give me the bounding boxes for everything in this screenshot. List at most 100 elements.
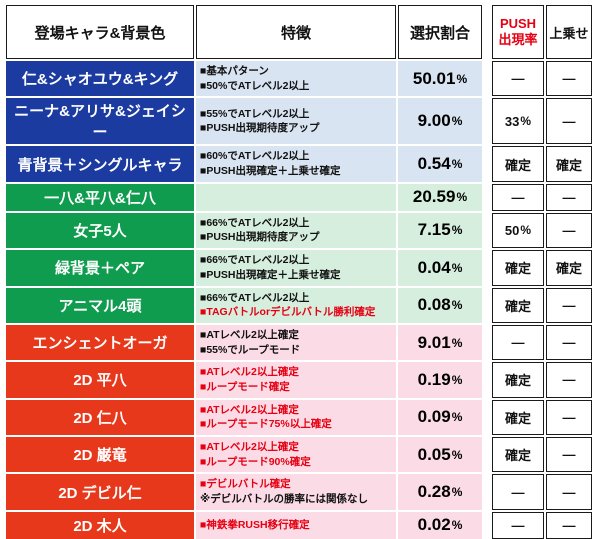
percent-sign: % <box>451 410 463 425</box>
table-row: 一八&平八&仁八 20.59% — — <box>6 183 592 211</box>
percent-sign: % <box>451 518 463 533</box>
feature-line: ■ループモード確定 <box>200 380 290 393</box>
character-name-cell: ニーナ&アリサ&ジェイシー <box>6 98 194 145</box>
character-name-cell: 2D デビル仁 <box>6 474 194 510</box>
character-name-cell: 仁&シャオユウ&キング <box>6 61 194 97</box>
features-cell: ■ATレベル2以上確定 ■55%でループモード <box>196 324 396 361</box>
feature-line: ■55%でループモード <box>200 343 301 356</box>
feature-line: ■PUSH出現確定＋上乗せ確定 <box>200 268 341 281</box>
header-features-column: 特徴 <box>196 5 396 59</box>
selection-ratio-cell: 9.01% <box>398 324 482 361</box>
column-spacer <box>484 474 490 509</box>
table-row: 2D デビル仁 ■デビルバトル確定 ※デビルバトルの勝率には関係なし 0.28% — — <box>6 474 592 510</box>
bonus-cell: — <box>546 474 592 510</box>
feature-line: ■66%でATレベル2以上 <box>200 254 310 267</box>
feature-line: ■ATレベル2以上確定 <box>200 441 299 453</box>
feature-line: ■66%でATレベル2以上 <box>200 216 310 229</box>
character-name-cell: 青背景＋シングルキャラ <box>6 146 194 182</box>
column-spacer <box>484 362 490 397</box>
selection-ratio-cell: 7.15% <box>398 212 482 249</box>
header-bonus-column: 上乗せ <box>546 5 592 59</box>
selection-ratio-cell: 9.00% <box>398 98 482 145</box>
features-cell: ■ATレベル2以上確定 ■ループモード75%以上確定 <box>196 399 396 435</box>
push-rate-cell: 33% <box>492 98 544 145</box>
push-rate-cell: — <box>492 61 544 97</box>
character-name-cell: 女子5人 <box>6 212 194 249</box>
feature-line: ■TAGバトルorデビルバトル勝利確定 <box>200 306 376 319</box>
push-rate-cell: 50% <box>492 212 544 249</box>
features-cell: ■60%でATレベル2以上 ■PUSH出現確定＋上乗せ確定 <box>196 146 396 182</box>
table-row: 2D 平八 ■ATレベル2以上確定 ■ループモード確定 0.19% 確定 — <box>6 362 592 398</box>
table-row: 青背景＋シングルキャラ ■60%でATレベル2以上 ■PUSH出現確定＋上乗せ確定 0… <box>6 146 592 182</box>
character-name-cell: 2D 巌竜 <box>6 437 194 473</box>
column-spacer <box>484 250 490 285</box>
bonus-cell: 確定 <box>546 250 592 286</box>
percent-sign: % <box>451 223 463 238</box>
selection-ratio-cell: 0.28% <box>398 474 482 510</box>
push-rate-cell: — <box>492 183 544 211</box>
column-spacer <box>484 288 490 323</box>
features-cell: ■66%でATレベル2以上 ■TAGバトルorデビルバトル勝利確定 <box>196 287 396 323</box>
features-cell: ■ATレベル2以上確定 ■ループモード90%確定 <box>196 437 396 473</box>
bonus-cell: — <box>546 437 592 473</box>
feature-line: ■55%でATレベル2以上 <box>200 107 310 120</box>
header-push-rate-column: PUSH 出現率 <box>492 5 544 59</box>
push-rate-cell: 確定 <box>492 287 544 323</box>
feature-line: ■基本パターン <box>200 65 269 77</box>
feature-line: ■ループモード90%確定 <box>200 455 311 468</box>
feature-line: ■ループモード75%以上確定 <box>200 418 332 431</box>
features-cell: ■デビルバトル確定 ※デビルバトルの勝率には関係なし <box>196 474 396 510</box>
column-spacer <box>484 5 490 59</box>
table-row: 女子5人 ■66%でATレベル2以上 ■PUSH出現期待度アップ 7.15% 50% — <box>6 212 592 249</box>
selection-ratio-cell: 0.19% <box>398 362 482 398</box>
bonus-cell: — <box>546 61 592 97</box>
table-row: 仁&シャオユウ&キング ■基本パターン ■50%でATレベル2以上 50.01% — — <box>6 61 592 97</box>
features-cell: ■66%でATレベル2以上 ■PUSH出現確定＋上乗せ確定 <box>196 250 396 286</box>
features-cell <box>196 183 396 211</box>
column-spacer <box>484 437 490 472</box>
feature-line: ■66%でATレベル2以上 <box>200 291 310 304</box>
features-cell: ■66%でATレベル2以上 ■PUSH出現期待度アップ <box>196 212 396 249</box>
push-rate-cell: 確定 <box>492 437 544 473</box>
percent-sign: % <box>451 485 463 500</box>
feature-line: ■ATレベル2以上確定 <box>200 366 299 379</box>
table-row: アニマル4頭 ■66%でATレベル2以上 ■TAGバトルorデビルバトル勝利確定 0.… <box>6 287 592 323</box>
header-push-line2: 出現率 <box>498 32 538 47</box>
bonus-cell: — <box>546 212 592 249</box>
header-push-line1: PUSH <box>499 16 537 32</box>
character-name-cell: 2D 平八 <box>6 362 194 398</box>
table-row: 緑背景＋ペア ■66%でATレベル2以上 ■PUSH出現確定＋上乗せ確定 0.04% 確… <box>6 250 592 286</box>
selection-ratio-cell: 50.01% <box>398 61 482 97</box>
table-row: 2D 仁八 ■ATレベル2以上確定 ■ループモード75%以上確定 0.09% 確定 — <box>6 399 592 435</box>
percent-sign: % <box>451 114 463 129</box>
character-name-cell: 一八&平八&仁八 <box>6 183 194 211</box>
push-rate-cell: — <box>492 324 544 361</box>
character-name-cell: 緑背景＋ペア <box>6 250 194 286</box>
percent-sign: % <box>451 372 463 387</box>
bonus-cell: — <box>546 183 592 211</box>
selection-ratio-cell: 0.02% <box>398 511 482 539</box>
push-rate-cell: 確定 <box>492 362 544 398</box>
bonus-cell: — <box>546 511 592 539</box>
percent-sign: % <box>451 447 463 462</box>
table-row: ニーナ&アリサ&ジェイシー ■55%でATレベル2以上 ■PUSH出現期待度アップ 9… <box>6 98 592 145</box>
selection-ratio-cell: 0.54% <box>398 146 482 182</box>
percent-sign: % <box>451 260 463 275</box>
feature-line: ■PUSH出現期待度アップ <box>200 122 320 135</box>
table-header-row: 登場キャラ&背景色 特徴 選択割合 PUSH 出現率 上乗せ <box>6 5 592 59</box>
column-spacer <box>484 61 490 96</box>
selection-ratio-cell: 0.08% <box>398 287 482 323</box>
feature-line: ■ATレベル2以上確定 <box>200 403 299 416</box>
header-character-column: 登場キャラ&背景色 <box>6 5 194 59</box>
column-spacer <box>484 400 490 435</box>
column-spacer <box>484 512 490 539</box>
feature-line: ■PUSH出現期待度アップ <box>200 231 320 244</box>
feature-line: ■PUSH出現確定＋上乗せ確定 <box>200 165 341 178</box>
header-selection-ratio-column: 選択割合 <box>398 5 482 59</box>
push-rate-cell: 確定 <box>492 146 544 182</box>
percent-sign: % <box>451 157 463 172</box>
feature-line: ※デビルバトルの勝率には関係なし <box>200 493 369 506</box>
percent-sign: % <box>456 190 468 205</box>
column-spacer <box>484 146 490 181</box>
